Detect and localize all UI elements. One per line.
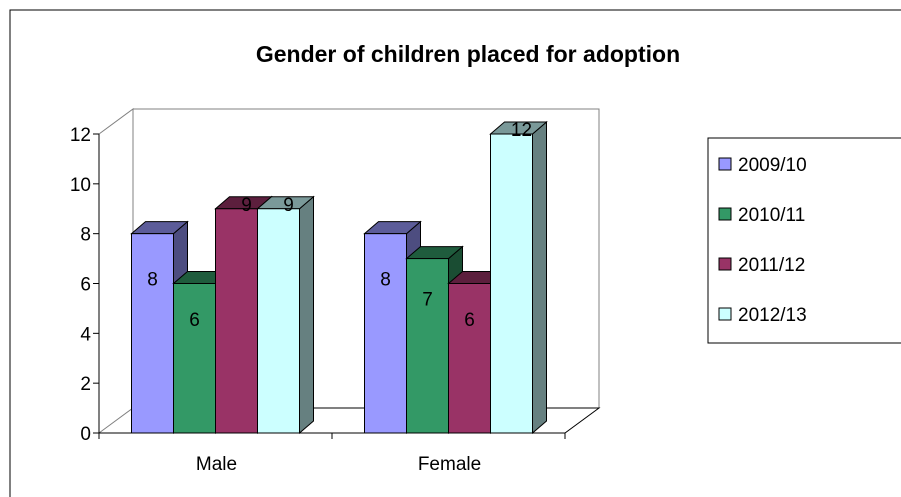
bar-front (215, 208, 258, 434)
y-tick-label: 0 (80, 424, 91, 445)
bar (256, 195, 315, 435)
bar-side (299, 195, 314, 435)
bar-front (364, 233, 407, 434)
data-label: 6 (189, 310, 200, 331)
bar-front (490, 133, 533, 434)
data-label: 7 (422, 290, 433, 311)
legend-swatch (718, 207, 732, 221)
chart-title: Gender of children placed for adoption (256, 41, 680, 67)
legend-label: 2011/12 (738, 255, 805, 276)
legend-label: 2012/13 (738, 305, 807, 326)
bar-side (532, 120, 547, 435)
bar-front (448, 283, 491, 434)
bars (130, 120, 548, 435)
data-label: 9 (241, 195, 252, 216)
chart-border (9, 9, 901, 497)
y-tick-label: 10 (70, 175, 91, 196)
data-label: 9 (283, 195, 294, 216)
y-tick-label: 6 (80, 275, 91, 296)
side-wall (98, 108, 134, 434)
y-tick-label: 12 (70, 125, 91, 146)
y-tick-label: 2 (80, 374, 91, 395)
data-label: 6 (464, 310, 475, 331)
x-category-label: Male (196, 454, 237, 475)
bar-front (131, 233, 174, 434)
y-tick-label: 8 (80, 225, 91, 246)
legend: 2009/10 2010/11 2011/12 2012/13 (707, 137, 901, 344)
data-label: 8 (380, 270, 391, 291)
data-labels: 8 6 9 9 8 7 6 12 (147, 120, 532, 331)
legend-label: 2010/11 (738, 205, 805, 226)
bar-front (406, 258, 449, 434)
data-label: 12 (511, 120, 532, 141)
legend-swatch (718, 257, 732, 271)
bar (489, 120, 548, 435)
legend-label: 2009/10 (738, 155, 807, 176)
legend-box (707, 137, 901, 344)
back-wall (133, 108, 600, 408)
x-category-label: Female (418, 454, 481, 475)
legend-swatch (718, 307, 732, 321)
y-tick-label: 4 (80, 324, 91, 345)
legend-swatch (718, 157, 732, 171)
data-label: 8 (147, 270, 158, 291)
x-axis: Male Female (98, 433, 566, 475)
bar-front (173, 283, 216, 434)
y-axis: 0 2 4 6 8 10 12 (70, 125, 100, 445)
bar-front (257, 208, 300, 434)
